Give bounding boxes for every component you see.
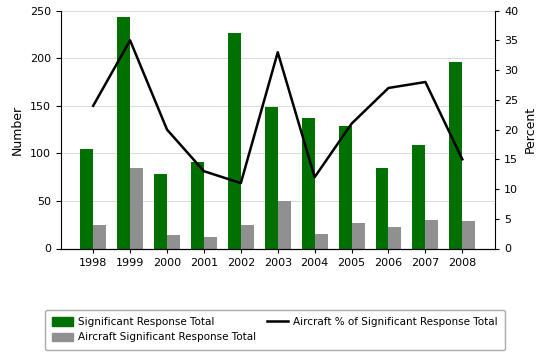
- Aircraft % of Significant Response Total: [422, 80, 428, 84]
- Bar: [388, 226, 401, 248]
- Aircraft % of Significant Response Total: [311, 175, 318, 179]
- Aircraft % of Significant Response Total: [385, 86, 392, 90]
- Bar: [425, 220, 438, 248]
- Bar: [315, 234, 328, 248]
- Bar: [463, 221, 475, 248]
- Aircraft % of Significant Response Total: [238, 181, 244, 185]
- Aircraft % of Significant Response Total: [348, 121, 355, 126]
- Bar: [228, 33, 241, 248]
- Bar: [278, 201, 290, 248]
- Bar: [93, 225, 106, 248]
- Y-axis label: Number: Number: [11, 104, 24, 155]
- Bar: [167, 235, 180, 248]
- Bar: [80, 149, 93, 248]
- Aircraft % of Significant Response Total: [274, 50, 281, 54]
- Y-axis label: Percent: Percent: [524, 106, 537, 153]
- Bar: [376, 168, 388, 248]
- Aircraft % of Significant Response Total: [201, 169, 207, 173]
- Bar: [412, 145, 425, 248]
- Bar: [351, 223, 365, 248]
- Line: Aircraft % of Significant Response Total: Aircraft % of Significant Response Total: [93, 40, 463, 183]
- Aircraft % of Significant Response Total: [164, 127, 170, 132]
- Aircraft % of Significant Response Total: [127, 38, 134, 43]
- Bar: [117, 17, 130, 248]
- Bar: [130, 168, 143, 248]
- Bar: [302, 118, 315, 248]
- Bar: [265, 107, 278, 248]
- Legend: Significant Response Total, Aircraft Significant Response Total, Aircraft % of S: Significant Response Total, Aircraft Sig…: [45, 310, 505, 350]
- Bar: [204, 237, 217, 248]
- Bar: [241, 225, 254, 248]
- Aircraft % of Significant Response Total: [90, 104, 96, 108]
- Bar: [449, 62, 463, 248]
- Bar: [154, 174, 167, 248]
- Bar: [339, 126, 351, 248]
- Bar: [191, 162, 204, 248]
- Aircraft % of Significant Response Total: [459, 157, 466, 162]
